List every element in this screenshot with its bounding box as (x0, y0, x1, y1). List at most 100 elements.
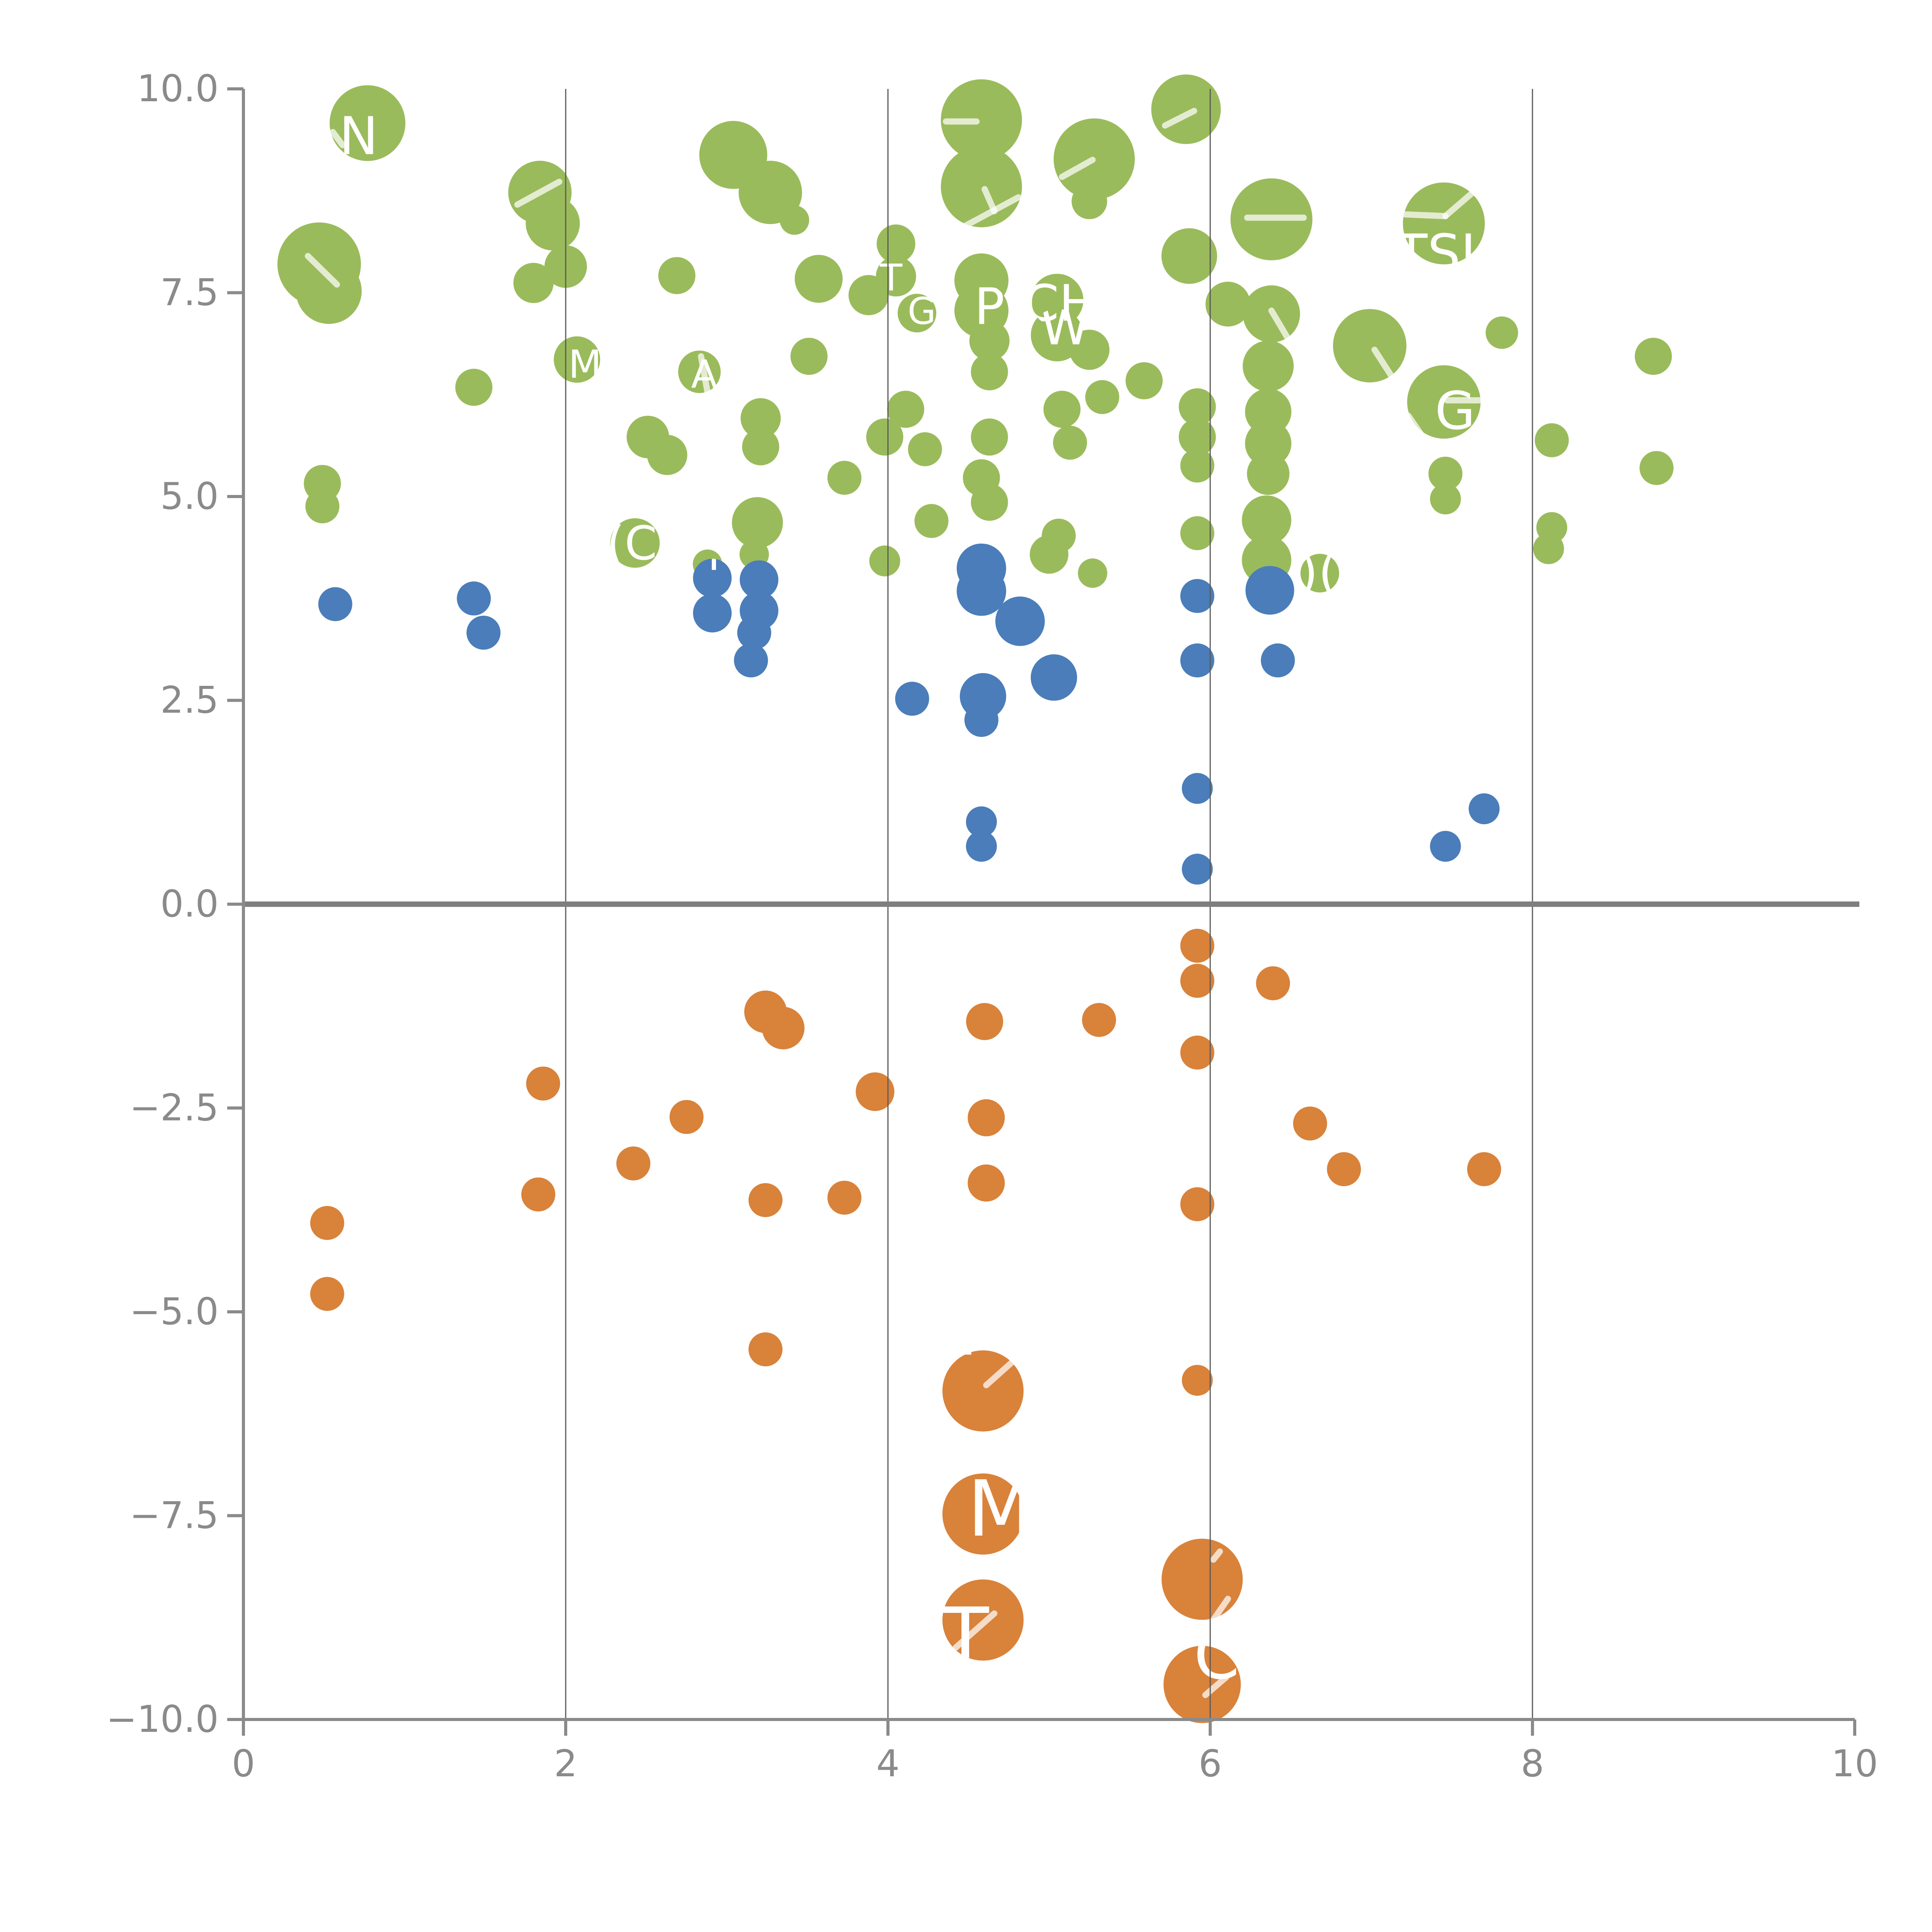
scatter-point-green (827, 461, 862, 495)
leader-line (669, 505, 685, 558)
scatter-point-orange (1162, 1539, 1243, 1620)
scatter-point-green (1180, 448, 1214, 483)
scatter-point-orange (1163, 1646, 1241, 1723)
scatter-point-orange (1256, 966, 1290, 1000)
scatter-point-orange (1182, 1365, 1213, 1396)
scatter-point-blue (1031, 654, 1077, 701)
y-tick-label: −2.5 (129, 1087, 219, 1129)
bubble-label: CH (1024, 274, 1097, 333)
scatter-point-green (1639, 451, 1674, 485)
leader-line (698, 353, 711, 395)
leader-line (961, 194, 1022, 230)
scatter-point-blue (693, 594, 732, 633)
bubble-label: P (958, 1294, 998, 1371)
scatter-point-green (971, 483, 1008, 521)
series-green (277, 74, 1674, 593)
scatter-point-blue (693, 559, 732, 597)
leader-line (304, 253, 340, 288)
bubble-label: C (1194, 1617, 1240, 1694)
scatter-point-green (866, 418, 903, 456)
scatter-point-green (898, 294, 937, 333)
scatter-point-green (1247, 452, 1290, 495)
x-tick-label: 0 (232, 1743, 255, 1785)
scatter-point-green (513, 263, 554, 303)
scatter-point-orange (310, 1206, 344, 1240)
scatter-point-orange (942, 1473, 1024, 1555)
scatter-point-green (1126, 362, 1163, 400)
scatter-point-green (1179, 388, 1216, 425)
bubble-label: G (1435, 381, 1475, 441)
scatter-point-blue (966, 806, 997, 837)
x-tick-label: 8 (1521, 1743, 1544, 1785)
scatter-point-green (971, 353, 1008, 391)
scatter-point-green (1333, 309, 1406, 383)
scatter-point-orange (968, 1099, 1005, 1136)
scatter-point-green (1245, 420, 1292, 467)
scatter-point-green (794, 255, 843, 303)
axes-layer: 10.0 7.5 5.0 2.5 0.0 −2.5 −5.0 −7.5 −10.0 0 2 4 6 8 10 (106, 68, 1878, 1785)
scatter-point-orange (1082, 1003, 1116, 1037)
scatter-point-green (1205, 282, 1250, 327)
scatter-point-blue (1430, 831, 1461, 862)
y-tick-label: −7.5 (129, 1495, 219, 1537)
scatter-point-green (1078, 558, 1107, 588)
scatter-point-blue (966, 831, 997, 862)
scatter-point-green (1430, 483, 1461, 515)
scatter-point-orange (1180, 929, 1214, 963)
bubble-label: )( (1299, 543, 1338, 602)
scatter-point-green (740, 398, 781, 439)
bubble-label: M (968, 1464, 1034, 1554)
scatter-point-blue (740, 560, 779, 599)
scatter-point-blue (995, 596, 1045, 646)
scatter-point-orange (1180, 964, 1214, 998)
leader-line (330, 129, 346, 148)
bubble-label: T (879, 257, 903, 299)
y-tick-label: −10.0 (106, 1698, 219, 1741)
scatter-point-green (780, 205, 810, 235)
scatter-point-orange (748, 1183, 783, 1217)
scatter-point-blue (895, 682, 929, 716)
scatter-point-orange (526, 1066, 560, 1101)
scatter-point-green (1300, 554, 1339, 593)
scatter-point-blue (1245, 566, 1294, 615)
scatter-point-green (908, 432, 942, 466)
leader-line (983, 1352, 1023, 1388)
leader-line (1442, 189, 1476, 219)
scatter-point-orange (827, 1180, 862, 1215)
scatter-point-blue (964, 703, 998, 737)
x-tick-label: 10 (1832, 1743, 1878, 1785)
scatter-point-orange (310, 1277, 344, 1311)
scatter-point-blue (457, 581, 491, 616)
scatter-point-green (1407, 365, 1481, 439)
bubble-label: T (941, 1591, 989, 1681)
leader-line (952, 1610, 998, 1651)
scatter-point-green (1161, 228, 1217, 284)
leader-line (1402, 211, 1449, 219)
scatter-point-green (526, 196, 580, 251)
scatter-point-orange (521, 1177, 556, 1212)
scatter-point-green (1242, 495, 1291, 545)
bubble-label: P (974, 277, 1004, 336)
scatter-point-green (1179, 418, 1216, 456)
scatter-point-orange (855, 1072, 895, 1111)
scatter-point-green (1428, 456, 1463, 491)
scatter-point-blue (1180, 579, 1214, 613)
scatter-point-green (455, 369, 493, 406)
scatter-point-green (1245, 388, 1292, 435)
scatter-point-green (876, 224, 915, 263)
leader-line (1268, 307, 1304, 363)
leader-line (1210, 1548, 1223, 1563)
leader-line (1202, 1674, 1230, 1698)
scatter-point-orange (966, 1003, 1003, 1040)
scatter-point-green (296, 258, 362, 324)
y-tick-label: 5.0 (160, 475, 219, 518)
scatter-point-orange (1293, 1106, 1327, 1141)
scatter-point-green (1533, 533, 1564, 564)
scatter-point-green (1071, 184, 1107, 219)
scatter-point-green (887, 391, 924, 428)
y-tick-label: 2.5 (160, 679, 219, 722)
series-orange (310, 929, 1501, 1723)
scatter-point-green (1180, 516, 1214, 550)
x-tick-label: 2 (554, 1743, 577, 1785)
